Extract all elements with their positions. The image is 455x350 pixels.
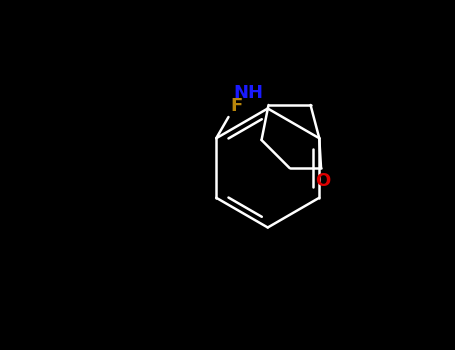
Text: NH: NH [233,84,263,101]
Text: O: O [315,172,330,190]
Text: F: F [230,97,243,115]
